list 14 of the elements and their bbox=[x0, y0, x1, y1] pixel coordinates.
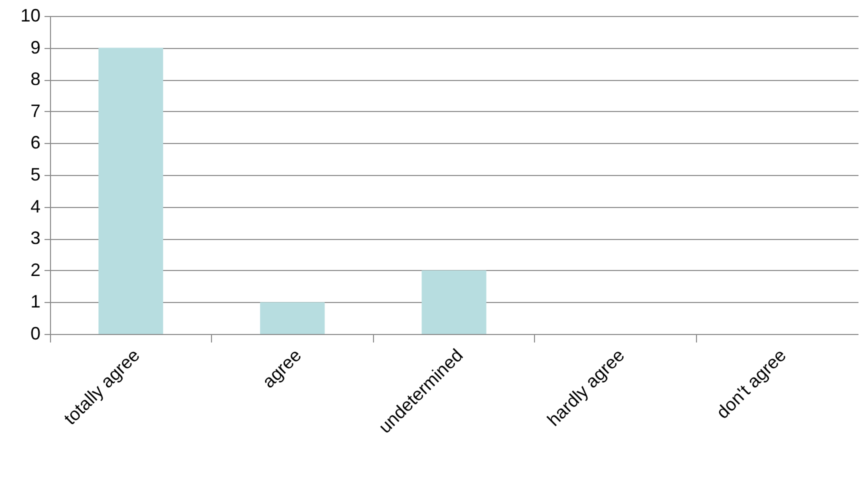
y-tick-label: 6 bbox=[30, 132, 40, 153]
y-tick-label: 9 bbox=[30, 37, 40, 58]
y-tick-label: 0 bbox=[30, 324, 40, 344]
y-tick-label: 7 bbox=[30, 100, 40, 121]
y-tick-label: 10 bbox=[20, 6, 40, 26]
bar bbox=[260, 302, 325, 334]
y-tick-label: 8 bbox=[30, 69, 40, 90]
bar bbox=[422, 270, 486, 334]
y-tick-label: 3 bbox=[30, 228, 40, 248]
y-tick-label: 4 bbox=[30, 196, 40, 216]
y-tick-label: 2 bbox=[30, 260, 40, 280]
y-tick-label: 5 bbox=[30, 164, 40, 184]
y-tick-label: 1 bbox=[30, 292, 40, 312]
bar bbox=[98, 48, 164, 334]
